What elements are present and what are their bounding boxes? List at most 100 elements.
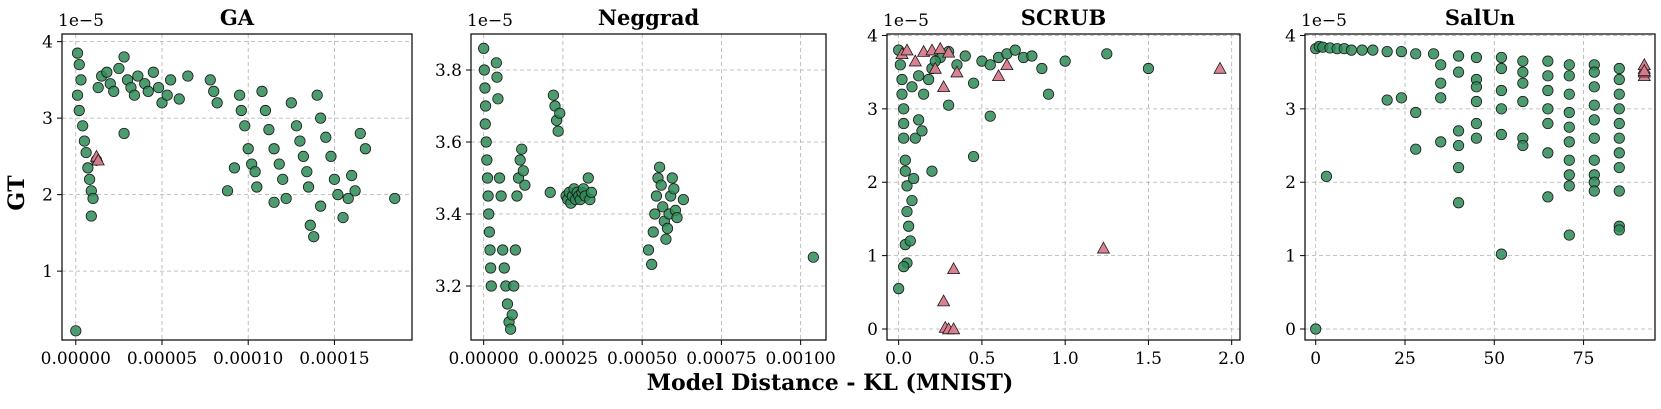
data-point — [1381, 46, 1393, 58]
data-point — [1142, 62, 1155, 75]
data-point — [1470, 117, 1483, 130]
x-tick-label: 1.0 — [1052, 349, 1079, 369]
data-point — [967, 150, 980, 163]
data-point — [249, 166, 261, 178]
data-point — [501, 298, 514, 310]
data-point — [646, 258, 658, 270]
y-scale-multiplier: 1e−5 — [883, 11, 929, 31]
data-point — [903, 220, 915, 232]
data-point — [1517, 77, 1529, 89]
data-point — [516, 143, 528, 155]
data-point — [519, 179, 531, 191]
y-tick-label: 3.2 — [435, 277, 462, 297]
data-point — [228, 162, 241, 174]
data-point — [1563, 229, 1575, 241]
data-point — [1588, 114, 1600, 126]
data-point — [896, 88, 908, 100]
data-point — [142, 85, 154, 97]
y-tick-label: 3 — [1285, 100, 1296, 120]
data-point — [481, 154, 493, 166]
data-point — [1613, 147, 1625, 159]
data-point — [479, 100, 492, 112]
data-point — [479, 118, 491, 130]
x-tick-label: 0.0 — [885, 349, 912, 369]
x-tick-label: 0 — [1310, 349, 1321, 369]
data-point — [251, 181, 263, 193]
data-point-triangle — [991, 69, 1006, 82]
data-point — [71, 47, 84, 59]
data-point — [1613, 62, 1625, 75]
data-point — [87, 192, 99, 205]
data-point — [478, 42, 490, 55]
data-point — [1563, 154, 1575, 166]
data-point — [161, 89, 173, 101]
data-point-triangle — [946, 322, 961, 335]
data-point — [290, 120, 303, 132]
data-point — [1613, 224, 1625, 236]
data-point — [182, 70, 194, 82]
data-point — [1495, 128, 1508, 141]
data-point — [1563, 169, 1575, 181]
data-point — [517, 165, 529, 177]
data-point-triangle — [1637, 63, 1651, 76]
data-point — [1613, 73, 1625, 86]
x-tick-label: 0.00015 — [299, 349, 369, 369]
data-point — [505, 323, 517, 335]
data-point — [491, 71, 503, 83]
data-point — [354, 127, 366, 140]
data-point — [894, 59, 906, 71]
data-point — [1495, 62, 1508, 75]
data-point — [1517, 55, 1529, 67]
data-point — [1542, 70, 1554, 82]
data-point — [118, 51, 130, 63]
data-point-triangle — [900, 43, 914, 56]
data-point — [498, 262, 510, 274]
data-point — [1613, 103, 1625, 115]
data-point — [77, 120, 89, 132]
data-point — [671, 212, 683, 224]
plot-frame — [470, 33, 827, 341]
x-tick-label: 0.00000 — [449, 349, 519, 369]
y-tick-label: 3 — [42, 109, 53, 129]
data-point — [899, 154, 911, 166]
data-point-triangle — [950, 65, 964, 78]
x-tick-label: 0.00025 — [528, 349, 598, 369]
data-point — [235, 104, 247, 117]
plot-frame — [61, 33, 413, 341]
data-point — [984, 59, 996, 71]
data-point — [1410, 106, 1422, 119]
x-tick-label: 2.0 — [1218, 349, 1245, 369]
data-point — [898, 103, 910, 115]
data-point — [1613, 117, 1625, 130]
data-point — [511, 190, 523, 202]
data-point — [478, 64, 490, 76]
data-point — [1345, 44, 1358, 56]
y-scale-multiplier: 1e−5 — [467, 11, 513, 31]
data-point-triangle — [936, 294, 951, 307]
data-point — [908, 172, 920, 185]
data-point — [1435, 92, 1447, 104]
data-point — [1435, 136, 1447, 148]
data-point — [70, 325, 82, 337]
chart-panel-scrub: 0.0 0.5 1.0 1.5 2.0 0 1 2 3 4 SCRUB 1e−5 — [867, 5, 1245, 369]
data-point — [128, 89, 141, 101]
data-point — [301, 166, 313, 178]
data-point — [108, 85, 120, 97]
data-point — [482, 190, 494, 202]
data-point — [1563, 106, 1575, 119]
data-point — [898, 132, 910, 144]
y-tick-label: 1 — [1285, 247, 1296, 267]
data-point — [156, 97, 168, 109]
data-point — [132, 70, 144, 82]
data-point — [508, 280, 520, 292]
data-point — [481, 172, 494, 184]
data-point — [83, 173, 96, 185]
data-point — [349, 185, 361, 197]
data-point — [677, 194, 689, 206]
data-point — [483, 208, 495, 220]
data-point — [904, 235, 916, 247]
data-point — [1542, 55, 1554, 67]
x-axis-label: Model Distance - KL (MNIST) — [647, 370, 1014, 396]
data-point — [208, 85, 220, 97]
y-tick-label: 0 — [1285, 320, 1296, 340]
